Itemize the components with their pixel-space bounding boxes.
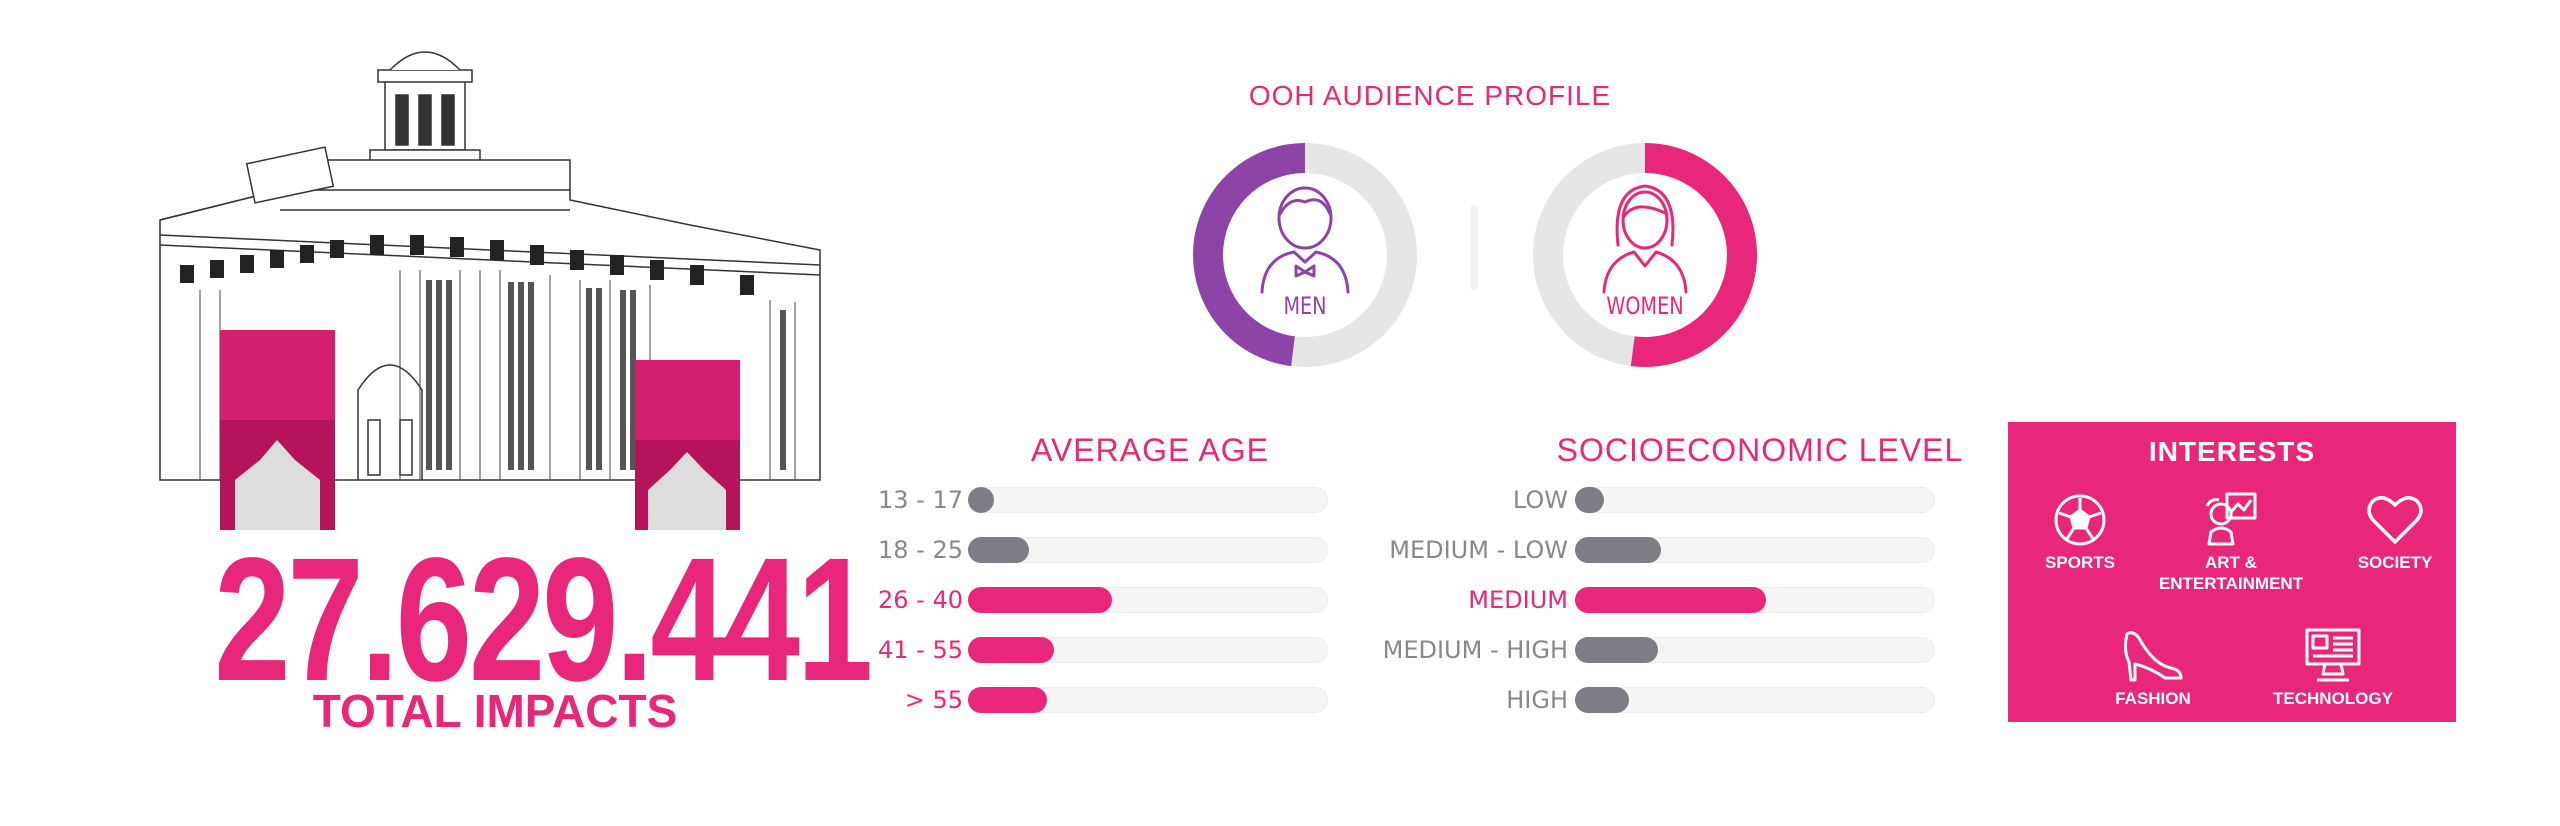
bar-row: LOW [0, 485, 2560, 515]
building-illustration [159, 51, 821, 530]
bar-label: 26 - 40 [878, 586, 963, 614]
bar-label: LOW [1512, 486, 1568, 514]
bar-label: 13 - 17 [878, 486, 963, 514]
high-heel-icon [2123, 631, 2183, 682]
bar-fill [968, 587, 1112, 613]
interest-fashion: FASHION [2078, 628, 2228, 709]
bar-row: 41 - 55 [0, 635, 2560, 665]
interests-panel: INTERESTS SPORTS ART & ENTERTAINMENT SOC… [2008, 422, 2456, 722]
bar-label: 41 - 55 [878, 636, 963, 664]
heart-icon [2367, 496, 2423, 544]
interest-sports: SPORTS [2005, 492, 2155, 573]
bar-track [968, 487, 1328, 513]
socioeconomic-level-title: SOCIOECONOMIC LEVEL [1556, 432, 1964, 468]
women-donut-chart [1533, 143, 1757, 367]
building-sign [245, 146, 335, 204]
bar-label: MEDIUM [1468, 586, 1568, 614]
bar-track [968, 587, 1328, 613]
interests-title: INTERESTS [2148, 436, 2316, 467]
billboard-left [220, 330, 335, 530]
audience-profile-title: OOH AUDIENCE PROFILE [1248, 80, 1612, 111]
bar-fill [1575, 537, 1662, 563]
bar-label: 18 - 25 [878, 536, 963, 564]
bar-row: 26 - 40 [0, 585, 2560, 615]
man-icon [1260, 186, 1350, 294]
bar-label: > 55 [904, 686, 963, 714]
total-impacts-label: TOTAL IMPACTS [312, 685, 678, 737]
bar-row: 18 - 25 [0, 535, 2560, 565]
men-donut: MEN [1190, 140, 1420, 370]
bar-track [1575, 487, 1935, 513]
bar-track [1575, 687, 1935, 713]
bar-fill [1575, 687, 1629, 713]
women-ring-share [1533, 143, 1757, 367]
profile-divider [1470, 205, 1478, 290]
men-label: MEN [1283, 292, 1327, 320]
bar-fill [968, 687, 1048, 713]
bar-row: MEDIUM [0, 585, 2560, 615]
bar-track [968, 687, 1328, 713]
women-label: WOMEN [1606, 292, 1684, 320]
art-entertainment-icon [2205, 492, 2257, 546]
total-impacts-value: 27.629.441 [214, 522, 873, 718]
bar-fill [1575, 487, 1604, 513]
bar-fill [968, 537, 1030, 563]
average-age-title: AVERAGE AGE [1030, 432, 1270, 468]
interest-sports-label: SPORTS [2045, 553, 2115, 572]
bar-label: MEDIUM - HIGH [1382, 636, 1568, 664]
interest-art-entertainment-label: ART & ENTERTAINMENT [2158, 553, 2304, 593]
interest-society: SOCIETY [2320, 492, 2470, 573]
bar-label: MEDIUM - LOW [1389, 536, 1568, 564]
interest-society-label: SOCIETY [2357, 553, 2433, 572]
bar-track [968, 537, 1328, 563]
bar-row: MEDIUM - LOW [0, 535, 2560, 565]
bar-row: HIGH [0, 685, 2560, 715]
bar-fill [968, 487, 994, 513]
women-donut: WOMEN [1530, 140, 1760, 370]
interest-art-entertainment: ART & ENTERTAINMENT [2146, 488, 2316, 594]
bar-track [968, 637, 1328, 663]
bar-row: MEDIUM - HIGH [0, 635, 2560, 665]
bar-track [1575, 637, 1935, 663]
computer-icon [2305, 628, 2361, 682]
woman-icon [1602, 184, 1688, 294]
bar-row: 13 - 17 [0, 485, 2560, 515]
bar-label: HIGH [1506, 686, 1568, 714]
billboard-right [635, 360, 740, 530]
bar-fill [1575, 587, 1766, 613]
interest-technology: TECHNOLOGY [2248, 626, 2418, 709]
bar-row: > 55 [0, 685, 2560, 715]
bar-fill [1575, 637, 1658, 663]
men-ring-share [1193, 143, 1417, 367]
men-donut-chart [1193, 143, 1417, 367]
soccer-ball-icon [2054, 494, 2106, 546]
bar-track [1575, 537, 1935, 563]
interest-technology-label: TECHNOLOGY [2273, 689, 2393, 708]
bar-fill [968, 637, 1055, 663]
bar-track [1575, 587, 1935, 613]
interest-fashion-label: FASHION [2115, 689, 2191, 708]
